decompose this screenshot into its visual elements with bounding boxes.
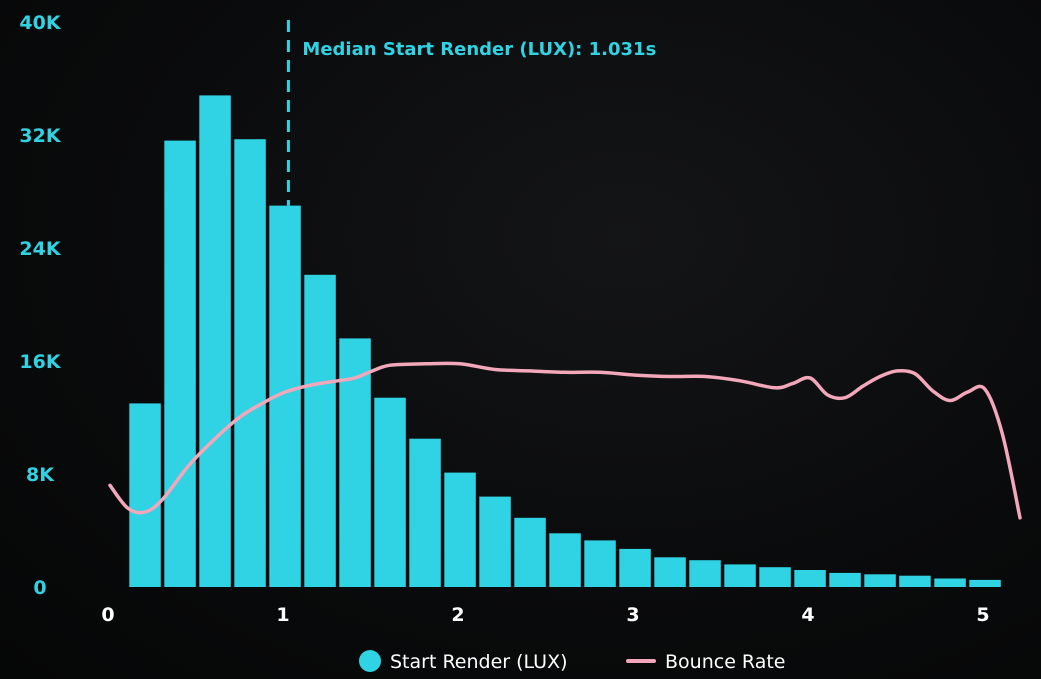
y-axis-ticks: 0 8K 16K 24K 32K 40K <box>19 12 61 599</box>
bar <box>724 564 756 587</box>
bar <box>339 338 371 587</box>
bar <box>794 570 826 587</box>
y-tick-label: 24K <box>19 238 61 260</box>
x-tick-label: 0 <box>101 604 114 626</box>
y-tick-label: 32K <box>19 125 61 147</box>
bar <box>304 274 336 587</box>
y-tick-label: 8K <box>26 464 55 486</box>
annotations: Median Start Render (LUX): 1.031s <box>286 20 656 206</box>
bar <box>374 397 406 587</box>
legend-label-bounce-rate: Bounce Rate <box>665 651 786 673</box>
bar <box>829 572 861 587</box>
bar <box>409 438 441 587</box>
y-tick-label: 16K <box>19 351 61 373</box>
bar <box>759 567 791 587</box>
x-tick-label: 2 <box>451 604 464 626</box>
bar <box>199 95 231 588</box>
bar <box>234 139 266 587</box>
bar <box>619 548 651 587</box>
x-axis-ticks: 0 1 2 3 4 5 <box>101 604 989 626</box>
bar <box>549 533 581 587</box>
median-label: Median Start Render (LUX): 1.031s <box>302 39 656 60</box>
bar <box>934 578 966 587</box>
bar <box>514 517 546 587</box>
legend: Start Render (LUX) Bounce Rate <box>359 650 786 673</box>
bar <box>654 557 686 587</box>
bar <box>479 496 511 587</box>
bar <box>689 560 721 587</box>
line-series <box>108 361 1022 520</box>
bar <box>129 403 161 587</box>
bar <box>444 472 476 587</box>
y-tick-label: 40K <box>19 12 61 34</box>
bar <box>969 579 1001 587</box>
bar-series <box>129 95 1001 588</box>
x-tick-label: 3 <box>626 604 639 626</box>
bar <box>864 574 896 587</box>
bounce-rate-line <box>108 361 1022 520</box>
bar <box>164 140 196 587</box>
bar <box>899 575 931 587</box>
x-tick-label: 5 <box>976 604 989 626</box>
y-tick-label: 0 <box>33 577 46 599</box>
x-tick-label: 1 <box>276 604 289 626</box>
x-tick-label: 4 <box>801 604 814 626</box>
legend-label-start-render: Start Render (LUX) <box>390 651 568 673</box>
bar <box>584 540 616 587</box>
legend-marker-start-render <box>359 650 381 672</box>
